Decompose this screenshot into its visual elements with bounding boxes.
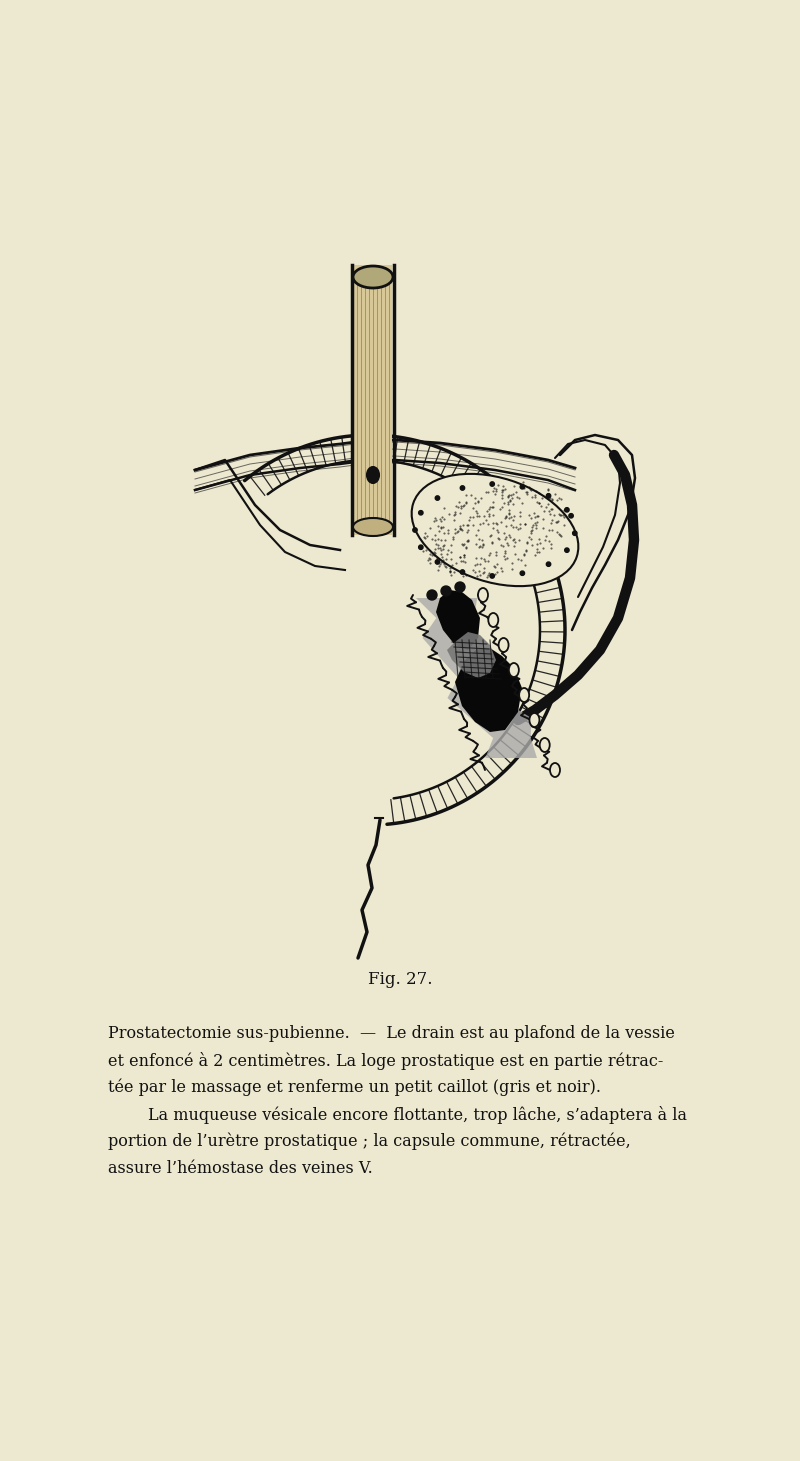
Ellipse shape <box>509 663 519 676</box>
Text: Prostatectomie sus-pubienne.  —  Le drain est au plafond de la vessie: Prostatectomie sus-pubienne. — Le drain … <box>108 1026 675 1042</box>
Circle shape <box>418 510 423 514</box>
Circle shape <box>460 570 465 574</box>
Ellipse shape <box>498 638 509 652</box>
Circle shape <box>573 530 577 535</box>
Bar <box>354 264 392 535</box>
Text: Fig. 27.: Fig. 27. <box>368 972 432 989</box>
Circle shape <box>490 574 494 579</box>
Circle shape <box>546 494 550 498</box>
Ellipse shape <box>353 266 393 288</box>
Circle shape <box>418 545 423 549</box>
Ellipse shape <box>550 763 560 777</box>
Ellipse shape <box>530 713 539 728</box>
Text: La muqueuse vésicale encore flottante, trop lâche, s’adaptera à la: La muqueuse vésicale encore flottante, t… <box>148 1106 687 1124</box>
Polygon shape <box>455 649 522 732</box>
Circle shape <box>427 590 437 600</box>
Ellipse shape <box>540 738 550 752</box>
Circle shape <box>565 507 569 511</box>
Ellipse shape <box>488 614 498 627</box>
Polygon shape <box>447 633 496 678</box>
Polygon shape <box>416 598 537 758</box>
Circle shape <box>546 562 550 567</box>
Text: portion de l’urètre prostatique ; la capsule commune, rétractée,: portion de l’urètre prostatique ; la cap… <box>108 1132 630 1150</box>
Circle shape <box>441 586 451 596</box>
Polygon shape <box>436 590 480 650</box>
Ellipse shape <box>367 468 379 484</box>
Text: tée par le massage et renferme un petit caillot (gris et noir).: tée par le massage et renferme un petit … <box>108 1080 601 1097</box>
Ellipse shape <box>478 587 488 602</box>
Circle shape <box>565 548 569 552</box>
Circle shape <box>569 514 574 519</box>
Circle shape <box>435 560 440 564</box>
Circle shape <box>413 527 418 532</box>
Text: assure l’hémostase des veines V.: assure l’hémostase des veines V. <box>108 1160 373 1178</box>
Text: et enfoncé à 2 centimètres. La loge prostatique est en partie rétrac-: et enfoncé à 2 centimètres. La loge pros… <box>108 1052 663 1069</box>
Circle shape <box>520 485 525 489</box>
Circle shape <box>490 482 494 487</box>
Ellipse shape <box>353 519 393 536</box>
Circle shape <box>455 581 465 592</box>
Circle shape <box>435 495 440 500</box>
Ellipse shape <box>412 473 578 586</box>
Ellipse shape <box>519 688 529 701</box>
Circle shape <box>460 485 465 491</box>
Circle shape <box>520 571 525 576</box>
